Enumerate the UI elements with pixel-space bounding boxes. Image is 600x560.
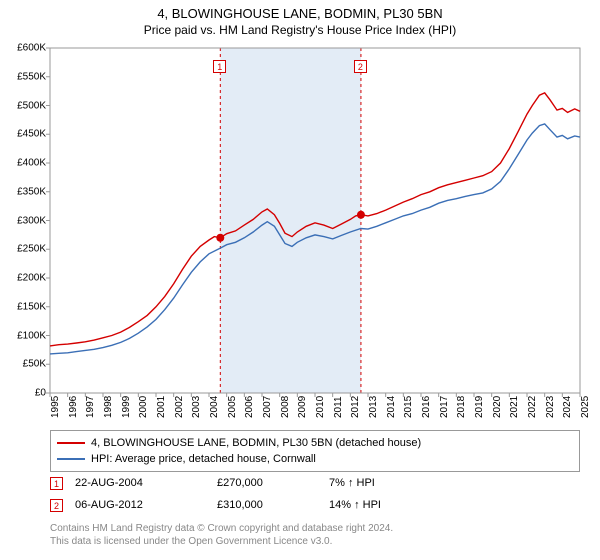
x-axis-label: 1996 (68, 396, 79, 418)
x-axis-label: 2021 (509, 396, 520, 418)
x-axis-label: 2023 (545, 396, 556, 418)
x-axis-label: 1997 (85, 396, 96, 418)
x-axis-label: 2007 (262, 396, 273, 418)
y-axis-label: £300K (0, 215, 46, 226)
y-axis-label: £500K (0, 100, 46, 111)
y-axis-label: £100K (0, 330, 46, 341)
footer-attribution: Contains HM Land Registry data © Crown c… (50, 522, 580, 548)
y-axis-label: £350K (0, 186, 46, 197)
y-axis-label: £550K (0, 71, 46, 82)
y-axis-label: £250K (0, 244, 46, 255)
sale-date: 22-AUG-2004 (75, 477, 205, 489)
sale-marker-2: 2 (50, 499, 63, 512)
x-axis-label: 2012 (350, 396, 361, 418)
legend-label-property: 4, BLOWINGHOUSE LANE, BODMIN, PL30 5BN (… (91, 435, 421, 451)
x-axis-label: 2000 (138, 396, 149, 418)
y-axis-label: £450K (0, 129, 46, 140)
footer-line1: Contains HM Land Registry data © Crown c… (50, 522, 580, 535)
sale-date: 06-AUG-2012 (75, 499, 205, 511)
title-block: 4, BLOWINGHOUSE LANE, BODMIN, PL30 5BN P… (0, 0, 600, 37)
x-axis-label: 1999 (121, 396, 132, 418)
legend-row-property: 4, BLOWINGHOUSE LANE, BODMIN, PL30 5BN (… (57, 435, 573, 451)
sale-marker-top-1: 1 (213, 60, 226, 73)
sale-pct: 14% ↑ HPI (329, 499, 439, 511)
y-axis-label: £200K (0, 273, 46, 284)
x-axis-label: 2008 (280, 396, 291, 418)
footer-line2: This data is licensed under the Open Gov… (50, 535, 580, 548)
plot-svg (50, 48, 580, 393)
x-axis-label: 1998 (103, 396, 114, 418)
sale-row: 2 06-AUG-2012 £310,000 14% ↑ HPI (50, 496, 580, 514)
sale-price: £310,000 (217, 499, 317, 511)
x-axis-label: 2005 (227, 396, 238, 418)
y-axis-label: £400K (0, 158, 46, 169)
x-axis-label: 2011 (333, 396, 344, 418)
sale-pct: 7% ↑ HPI (329, 477, 439, 489)
x-axis-label: 2019 (474, 396, 485, 418)
x-axis-label: 2009 (297, 396, 308, 418)
x-axis-label: 2015 (403, 396, 414, 418)
y-axis-label: £150K (0, 301, 46, 312)
legend-swatch-hpi (57, 458, 85, 460)
y-axis-label: £50K (0, 359, 46, 370)
x-axis-label: 2014 (386, 396, 397, 418)
x-axis-label: 2010 (315, 396, 326, 418)
sale-price: £270,000 (217, 477, 317, 489)
x-axis-label: 2004 (209, 396, 220, 418)
x-axis-label: 2013 (368, 396, 379, 418)
x-axis-label: 2025 (580, 396, 591, 418)
plot-area: £0£50K£100K£150K£200K£250K£300K£350K£400… (50, 48, 580, 393)
legend-label-hpi: HPI: Average price, detached house, Corn… (91, 451, 316, 467)
y-axis-label: £0 (0, 388, 46, 399)
legend-box: 4, BLOWINGHOUSE LANE, BODMIN, PL30 5BN (… (50, 430, 580, 472)
sales-table: 1 22-AUG-2004 £270,000 7% ↑ HPI 2 06-AUG… (50, 474, 580, 518)
x-axis-label: 2017 (439, 396, 450, 418)
legend-row-hpi: HPI: Average price, detached house, Corn… (57, 451, 573, 467)
x-axis-label: 2016 (421, 396, 432, 418)
x-axis-label: 2018 (456, 396, 467, 418)
y-axis-label: £600K (0, 43, 46, 54)
sale-marker-1: 1 (50, 477, 63, 490)
x-axis-label: 1995 (50, 396, 61, 418)
chart-title-address: 4, BLOWINGHOUSE LANE, BODMIN, PL30 5BN (0, 6, 600, 21)
x-axis-label: 2020 (492, 396, 503, 418)
x-axis-label: 2022 (527, 396, 538, 418)
chart-subtitle: Price paid vs. HM Land Registry's House … (0, 23, 600, 37)
sale-marker-top-2: 2 (354, 60, 367, 73)
sale-row: 1 22-AUG-2004 £270,000 7% ↑ HPI (50, 474, 580, 492)
legend-swatch-property (57, 442, 85, 444)
chart-container: 4, BLOWINGHOUSE LANE, BODMIN, PL30 5BN P… (0, 0, 600, 560)
x-axis-label: 2024 (562, 396, 573, 418)
x-axis-label: 2001 (156, 396, 167, 418)
x-axis-label: 2002 (174, 396, 185, 418)
x-axis-label: 2006 (244, 396, 255, 418)
x-axis-label: 2003 (191, 396, 202, 418)
